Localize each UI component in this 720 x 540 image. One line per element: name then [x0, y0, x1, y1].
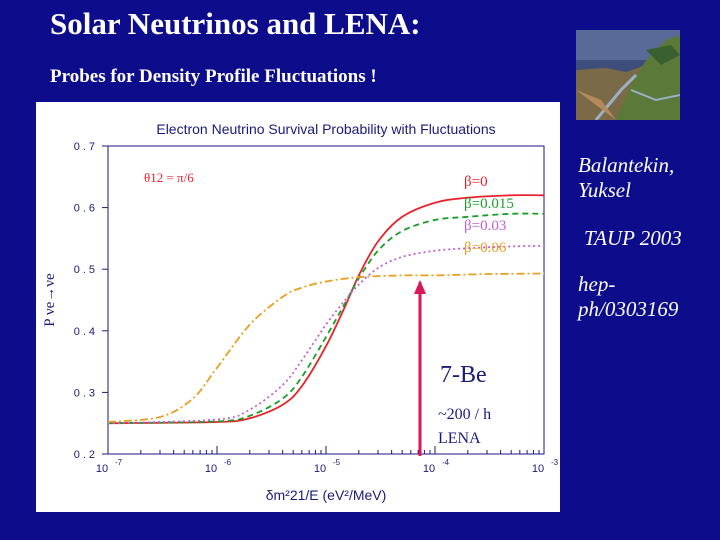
x-tick-exponent: -5	[333, 458, 341, 467]
detector-label: LENA	[438, 430, 481, 447]
y-tick-label: 0.6	[74, 203, 98, 215]
x-tick-exponent: -7	[115, 458, 123, 467]
conference-note: TAUP 2003	[584, 226, 682, 250]
chart-background	[36, 102, 560, 512]
series-line-1	[107, 212, 545, 425]
x-tick-exponent: -3	[551, 458, 559, 467]
legend-entry-3: β=0.06	[464, 240, 507, 256]
y-tick-label: 0.3	[74, 387, 98, 399]
legend-entry-1: β=0.015	[464, 196, 514, 212]
x-tick-label: 10	[205, 463, 217, 475]
slide-title: Solar Neutrinos and LENA:	[50, 6, 421, 41]
x-tick-label: 10	[96, 463, 108, 475]
y-tick-label: 0.4	[74, 326, 98, 338]
slide-subtitle: Probes for Density Profile Fluctuations …	[50, 66, 377, 87]
chart-panel: Electron Neutrino Survival Probability w…	[36, 102, 560, 512]
x-tick-exponent: -6	[224, 458, 232, 467]
y-tick-label: 0.5	[74, 264, 98, 276]
chart-title: Electron Neutrino Survival Probability w…	[156, 121, 495, 137]
reference-note: hep-ph/0303169	[578, 272, 679, 321]
rate-label: ~200 / h	[438, 406, 492, 423]
mixing-angle-label: θ12 = π/6	[144, 170, 194, 185]
legend-entry-0: β=0	[464, 174, 488, 190]
x-tick-label: 10	[314, 463, 326, 475]
survival-probability-chart: Electron Neutrino Survival Probability w…	[36, 102, 560, 512]
isotope-label: 7-Be	[440, 362, 487, 388]
satellite-thumbnail	[576, 30, 680, 120]
y-tick-label: 0.7	[74, 141, 98, 153]
y-tick-label: 0.2	[74, 449, 98, 461]
x-tick-exponent: -4	[442, 458, 450, 467]
legend-entry-2: β=0.03	[464, 218, 506, 234]
x-axis-label: δm²21/E (eV²/MeV)	[266, 487, 387, 503]
x-tick-label: 10	[532, 463, 544, 475]
y-axis-label: P νe→νe	[42, 273, 58, 327]
author-note: Balantekin, Yuksel	[578, 153, 675, 202]
annotation-arrow	[414, 280, 426, 456]
x-tick-label: 10	[423, 463, 435, 475]
